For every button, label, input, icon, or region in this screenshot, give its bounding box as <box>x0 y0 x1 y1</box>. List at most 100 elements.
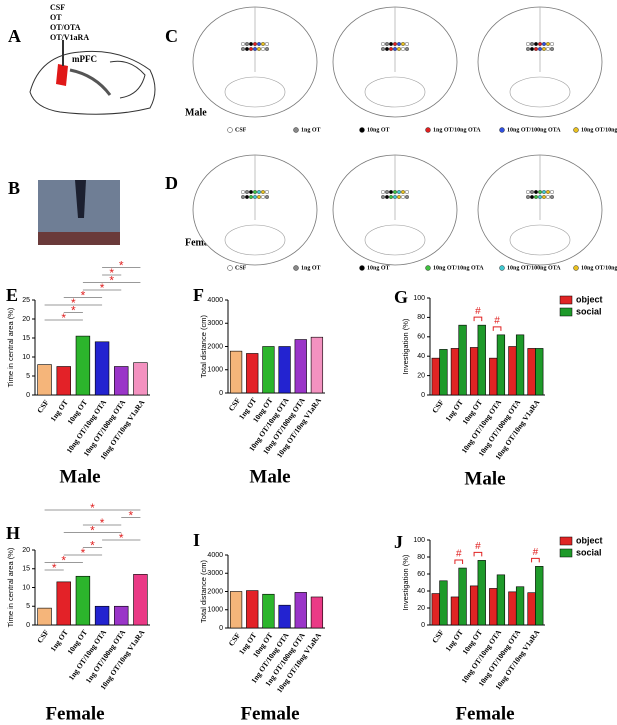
significance-mark: * <box>100 516 105 530</box>
injection-site <box>385 189 390 194</box>
y-tick-label: 25 <box>22 297 30 304</box>
significance-mark: * <box>71 296 76 310</box>
y-tick-label: 1000 <box>207 367 223 374</box>
bar <box>431 593 440 626</box>
injection-site <box>240 189 245 194</box>
y-tick-label: 1000 <box>207 607 223 614</box>
panel-letter: E <box>6 285 18 305</box>
bar <box>294 592 307 629</box>
significance-mark: * <box>61 311 66 325</box>
y-tick-label: 5 <box>26 373 30 380</box>
injection-site <box>248 189 253 194</box>
injection-site <box>538 47 543 52</box>
injection-site <box>401 47 406 52</box>
caption: Male <box>464 468 505 489</box>
y-tick-label: 15 <box>22 566 30 573</box>
region-label: mPFC <box>72 54 97 64</box>
significance-mark: # <box>494 316 500 327</box>
injection-site <box>385 194 390 199</box>
y-axis-label: Total distance (cm) <box>199 315 208 378</box>
significance-mark: # <box>533 547 539 558</box>
injection-site <box>546 194 551 199</box>
significance-mark: * <box>100 281 105 295</box>
injection-site <box>248 194 253 199</box>
panel-letter: C <box>165 26 178 46</box>
significance-mark: * <box>128 509 133 523</box>
injection-site <box>550 194 555 199</box>
significance-mark: * <box>81 546 86 560</box>
legend-label: 10ng OT <box>367 265 390 271</box>
y-tick-label: 15 <box>22 335 30 342</box>
injection-site <box>385 47 390 52</box>
legend-label: CSF <box>235 265 247 271</box>
injection-site <box>252 189 257 194</box>
significance-mark: * <box>119 531 124 545</box>
y-tick-label: 2000 <box>207 343 223 350</box>
injection-site <box>534 47 539 52</box>
legend-label: object <box>576 535 603 545</box>
injection-site <box>401 189 406 194</box>
legend-label: 10ng OT/10ng OTA <box>433 265 484 271</box>
bar <box>133 574 148 626</box>
injection-site <box>393 42 398 47</box>
y-tick-label: 20 <box>22 547 30 554</box>
panel-letter: B <box>8 178 20 198</box>
injection-site <box>248 42 253 47</box>
significance-mark: * <box>119 259 124 273</box>
injection-label: CSF <box>50 3 65 12</box>
significance-mark: * <box>109 266 114 280</box>
bar <box>431 357 440 396</box>
cerebellum <box>109 60 146 99</box>
panel-b-image <box>38 180 120 245</box>
y-axis-label: Investigation (%) <box>401 554 410 610</box>
bar <box>450 596 460 626</box>
comparison-bracket <box>473 316 483 322</box>
injection-site <box>538 42 543 47</box>
y-tick-label: 10 <box>22 584 30 591</box>
injection-site <box>401 42 406 47</box>
legend-marker <box>499 265 505 271</box>
legend-label: 10ng OT/10ng V1aRA <box>581 265 617 271</box>
legend-label: social <box>576 547 602 557</box>
y-tick-label: 60 <box>417 334 425 341</box>
injection-site <box>546 47 551 52</box>
legend-marker <box>227 127 233 133</box>
panel-letter: G <box>394 287 408 307</box>
injection-site <box>397 47 402 52</box>
significance-mark: * <box>109 274 114 288</box>
bar <box>439 349 448 396</box>
bar <box>37 364 52 396</box>
legend-label: 10ng OT <box>367 127 390 133</box>
panel-letter: H <box>6 523 20 543</box>
x-tick-label: CSF <box>35 628 51 645</box>
bar <box>310 336 324 394</box>
panel-letter: F <box>193 285 204 305</box>
legend-label: object <box>576 294 603 304</box>
injection-site <box>389 194 394 199</box>
injection-site <box>240 194 245 199</box>
bar <box>262 346 275 394</box>
injection-site <box>401 194 406 199</box>
panel-letter: I <box>193 530 200 550</box>
injection-site <box>385 42 390 47</box>
bar <box>75 575 91 626</box>
bar <box>114 366 129 396</box>
injection-site <box>538 194 543 199</box>
significance-mark: * <box>90 539 95 553</box>
bar <box>496 334 506 396</box>
legend-marker <box>425 127 431 133</box>
injection-site <box>252 194 257 199</box>
y-tick-label: 10 <box>22 354 30 361</box>
injection-site <box>240 47 245 52</box>
bar <box>310 596 324 629</box>
injection-site <box>405 189 410 194</box>
injection-label: OT/OTA <box>50 23 81 32</box>
caption: Male <box>59 466 100 487</box>
injection-site <box>252 47 257 52</box>
injection-site <box>252 42 257 47</box>
bar <box>94 605 110 626</box>
injection-site <box>257 194 262 199</box>
bar <box>496 574 506 626</box>
bar <box>469 347 479 396</box>
significance-mark: # <box>475 541 481 552</box>
